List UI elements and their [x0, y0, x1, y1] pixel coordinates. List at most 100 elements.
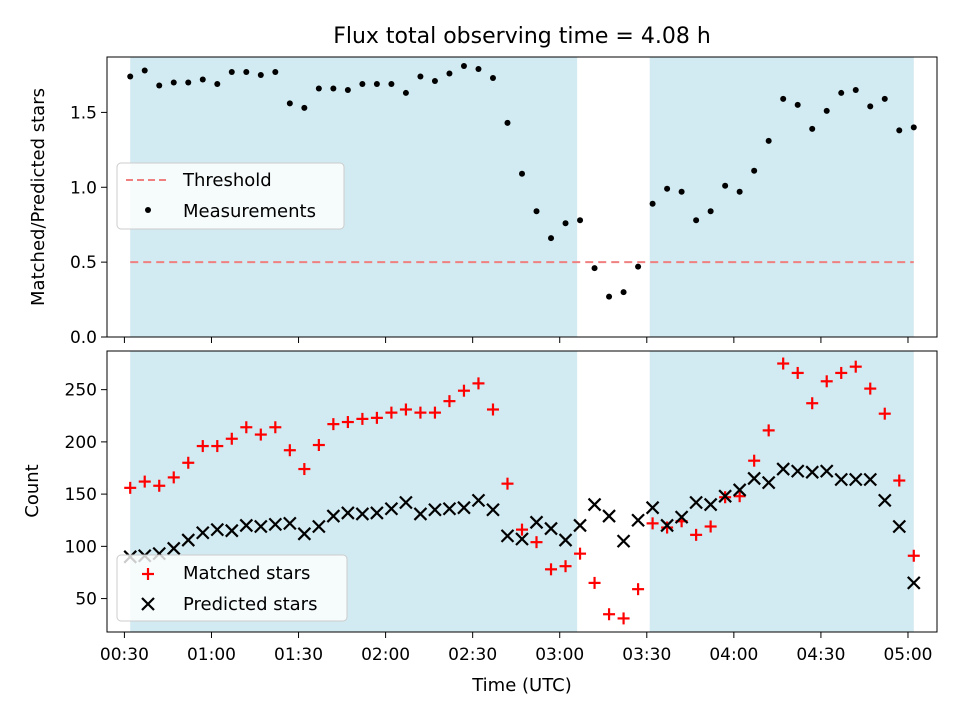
measurement-point — [301, 104, 308, 111]
measurement-point — [823, 107, 830, 114]
matched-star-point — [457, 384, 470, 397]
matched-star-point — [516, 523, 528, 536]
matched-star-point — [806, 397, 819, 410]
matched-star-point — [356, 412, 369, 425]
measurement-point — [896, 127, 903, 134]
y-tick-label: 100 — [65, 537, 97, 557]
measurement-point — [330, 85, 337, 92]
x-tick-label: 03:30 — [622, 645, 671, 665]
top-panel: 0.0 0.5 1.0 1.5 Matched/Predicted stars Thr… — [28, 56, 938, 348]
predicted-star-point — [573, 518, 587, 533]
predicted-star-point — [907, 576, 921, 590]
matched-star-point — [530, 536, 543, 549]
measurement-point — [780, 95, 787, 102]
measurement-point — [504, 119, 511, 126]
matched-star-point — [196, 440, 209, 453]
measurement-point — [562, 220, 569, 227]
predicted-star-point — [776, 462, 790, 476]
predicted-star-point — [718, 489, 732, 503]
measurement-point — [417, 73, 424, 80]
threshold-legend-label: Threshold — [182, 170, 272, 191]
predicted-star-point — [848, 472, 863, 487]
matched-star-point — [283, 444, 296, 457]
measurement-point — [867, 103, 874, 110]
bottom-axes-frame — [106, 350, 938, 633]
matched-star-point — [138, 475, 151, 488]
y-tick-label: 0.5 — [70, 253, 97, 273]
predicted-stars-points — [123, 462, 921, 590]
x-tick-label: 02:30 — [448, 645, 497, 665]
matched-star-point — [385, 406, 398, 419]
measurement-point — [388, 80, 395, 87]
matched-star-point — [878, 407, 891, 420]
measurement-point — [751, 167, 758, 174]
measurement-point — [693, 217, 700, 224]
predicted-legend-label: Predicted stars — [183, 594, 317, 615]
matched-star-point — [167, 471, 180, 484]
matched-star-point — [153, 479, 166, 492]
predicted-star-point — [558, 533, 573, 547]
matched-star-point — [733, 490, 746, 503]
y-tick-label: 1.5 — [70, 103, 97, 123]
measurement-point — [852, 86, 859, 93]
x-axis-label: Time (UTC) — [471, 675, 572, 696]
predicted-star-point — [428, 503, 442, 517]
matched-star-point — [661, 521, 674, 534]
measurement-point — [519, 170, 525, 177]
predicted-star-point — [645, 500, 660, 515]
matched-star-point — [341, 416, 354, 429]
matched-star-point — [762, 424, 775, 437]
matched-star-point — [399, 403, 412, 416]
predicted-star-point — [384, 501, 399, 516]
matched-star-point — [632, 583, 645, 596]
matched-star-point — [182, 456, 195, 469]
shaded-interval — [649, 351, 914, 632]
predicted-star-point — [195, 525, 210, 540]
predicted-star-point — [181, 533, 196, 547]
matched-star-point — [704, 520, 717, 533]
matched-star-point — [501, 477, 514, 490]
measurement-point — [722, 182, 729, 189]
matched-star-point — [370, 411, 383, 424]
matched-legend-swatch — [142, 568, 154, 580]
predicted-star-point — [834, 472, 849, 487]
matched-star-point — [907, 549, 920, 562]
matched-star-point — [574, 547, 587, 560]
top-y-ticks: 0.0 0.5 1.0 1.5 — [70, 103, 107, 348]
measurement-point — [228, 68, 235, 75]
predicted-star-point — [892, 519, 907, 534]
predicted-star-point — [616, 534, 631, 548]
matched-star-point — [820, 375, 833, 388]
measurement-point — [214, 80, 221, 87]
predicted-star-point — [863, 472, 878, 487]
measurement-point — [707, 208, 714, 215]
matched-star-point — [414, 406, 427, 419]
measurement-point — [199, 76, 206, 83]
matched-star-point — [225, 432, 238, 445]
predicted-star-point — [674, 510, 689, 524]
predicted-star-point — [689, 495, 703, 510]
measurement-point — [548, 235, 555, 242]
matched-legend-marker — [142, 568, 154, 580]
measurement-point — [765, 137, 772, 144]
predicted-star-point — [761, 475, 776, 490]
matched-star-point — [777, 357, 790, 370]
predicted-star-point — [486, 503, 500, 517]
bottom-legend: Matched stars Predicted stars — [116, 554, 348, 622]
predicted-star-point — [631, 513, 645, 528]
predicted-star-point — [529, 515, 544, 530]
matched-star-point — [211, 440, 224, 453]
measurement-point — [359, 80, 366, 87]
bottom-panel: 00:30 01:00 01:30 02:00 02:30 03:00 03:30 04:00… — [22, 350, 938, 696]
measurement-point — [910, 124, 917, 131]
matched-star-point — [588, 576, 601, 589]
measurement-point — [460, 62, 467, 69]
x-tick-label: 05:00 — [883, 645, 932, 665]
y-tick-label: 250 — [65, 381, 97, 401]
x-tick-label: 02:00 — [361, 645, 410, 665]
y-tick-label: 1.0 — [70, 178, 97, 198]
measurement-point — [373, 80, 380, 87]
matched-star-point — [472, 377, 485, 390]
predicted-star-point — [457, 500, 471, 515]
y-tick-label: 150 — [65, 485, 97, 505]
